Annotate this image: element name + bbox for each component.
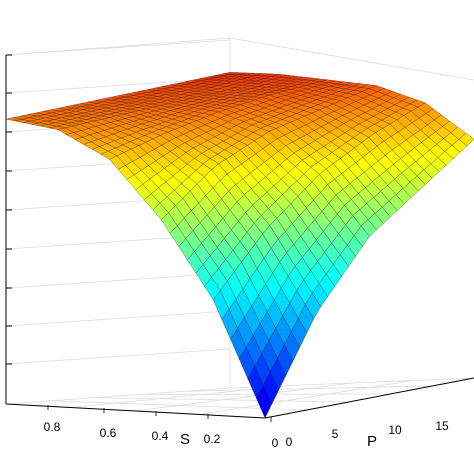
y-tick-labels: 0 5 10 15 <box>286 419 449 449</box>
surface-patch <box>256 384 273 419</box>
x-tick-label: 0 <box>272 436 279 450</box>
y-tick-label: 5 <box>332 427 339 441</box>
y-axis-label: P <box>367 433 377 450</box>
x-tick-labels: 0.8 0.6 0.4 0.2 0 <box>44 420 279 450</box>
x-tick-label: 0.4 <box>152 429 169 443</box>
y-tick-label: 10 <box>388 423 402 437</box>
y-tick-label: 15 <box>435 419 449 433</box>
x-tick-label: 0.8 <box>44 420 61 434</box>
x-tick-label: 0.2 <box>204 432 221 446</box>
x-tick-label: 0.6 <box>100 426 117 440</box>
y-tick-label: 0 <box>286 435 293 449</box>
chart-axes <box>5 54 474 422</box>
x-axis-label: S <box>180 431 190 448</box>
surface-mesh <box>5 72 474 419</box>
